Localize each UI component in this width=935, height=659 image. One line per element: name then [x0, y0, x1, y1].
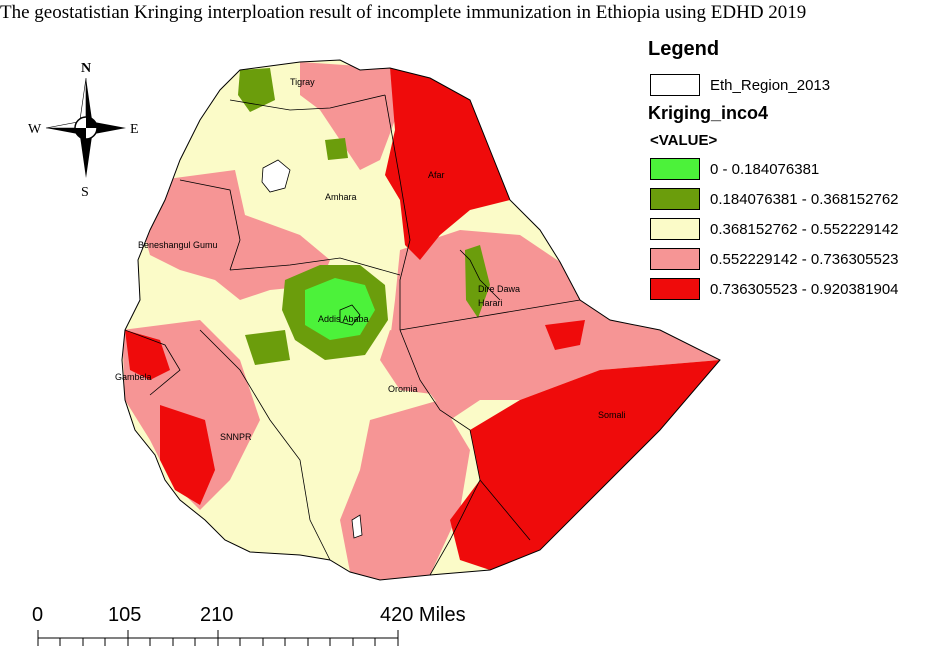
lake-south-1	[351, 514, 363, 539]
legend-class-row: 0.368152762 - 0.552229142	[640, 217, 930, 241]
legend-class-swatch	[650, 218, 700, 240]
label-gambela: Gambela	[115, 372, 152, 382]
zone-pink-south	[340, 400, 470, 580]
label-benishangul: Beneshangul Gumu	[138, 240, 218, 250]
legend-class-swatch	[650, 158, 700, 180]
map-title: The geostatistian Kringing interploation…	[0, 2, 807, 23]
lake-tana	[261, 159, 291, 193]
zone-red-snnpr-west	[160, 405, 215, 505]
zone-red-afar	[385, 68, 510, 260]
legend-class-swatch	[650, 188, 700, 210]
legend-class-row: 0 - 0.184076381	[640, 157, 930, 181]
scale-label-210: 210	[200, 604, 234, 626]
scale-bar	[37, 630, 399, 646]
label-oromia: Oromia	[388, 384, 418, 394]
zone-green-addis-core	[305, 278, 375, 340]
zone-darkgreen-amhara	[325, 138, 348, 160]
label-harari: Harari	[478, 298, 503, 308]
legend-title: Legend	[648, 38, 720, 60]
label-amhara: Amhara	[325, 192, 357, 202]
legend-class-swatch	[650, 248, 700, 270]
legend-class-label: 0 - 0.184076381	[710, 160, 820, 178]
legend-class-label: 0.736305523 - 0.920381904	[710, 280, 899, 298]
zone-red-east-patch	[545, 320, 585, 350]
label-snnpr: SNNPR	[220, 432, 252, 442]
label-tigray: Tigray	[290, 77, 315, 87]
addis-ababa-boundary	[339, 304, 361, 326]
legend-boundary-label: Eth_Region_2013	[710, 76, 831, 94]
compass-e: E	[130, 122, 139, 137]
zone-pink-north	[300, 62, 395, 170]
legend-class-row: 0.184076381 - 0.368152762	[640, 187, 930, 211]
legend-class-label: 0.552229142 - 0.736305523	[710, 250, 899, 268]
label-somali: Somali	[598, 410, 626, 420]
scale-label-0: 0	[32, 604, 44, 626]
legend-class-label: 0.368152762 - 0.552229142	[710, 220, 899, 238]
legend-class-row: 0.552229142 - 0.736305523	[640, 247, 930, 271]
scale-label-105: 105	[108, 604, 142, 626]
zone-pink-center	[380, 330, 460, 395]
zone-pink-northwest	[140, 170, 330, 300]
legend-swatch-boundary	[650, 74, 700, 96]
label-addis: Addis Ababa	[318, 314, 369, 324]
legend-class-swatch	[650, 278, 700, 300]
legend-boundary-row: Eth_Region_2013	[640, 73, 930, 97]
zone-darkgreen-west-patch	[245, 330, 290, 365]
label-afar: Afar	[428, 170, 445, 180]
compass-n: N	[81, 61, 91, 76]
legend-raster-layer: Kriging_inco4	[648, 103, 769, 123]
legend: Legend Eth_Region_2013 Kriging_inco4 <VA…	[640, 38, 930, 307]
legend-class-label: 0.184076381 - 0.368152762	[710, 190, 899, 208]
compass-rose-icon: N S W E	[28, 61, 139, 200]
region-boundaries	[121, 59, 721, 581]
zone-darkgreen-tigray	[238, 68, 275, 112]
legend-field: <VALUE>	[650, 132, 718, 149]
scale-label-420: 420 Miles	[380, 604, 466, 626]
compass-s: S	[81, 185, 89, 200]
compass-w: W	[28, 122, 42, 137]
legend-class-row: 0.736305523 - 0.920381904	[640, 277, 930, 301]
zone-red-somali	[450, 360, 720, 570]
label-dire-dawa: Dire Dawa	[478, 284, 520, 294]
legend-classes: 0 - 0.184076381 0.184076381 - 0.368152762…	[640, 157, 930, 301]
scale-bar-labels: 0 105 210 420 Miles	[20, 604, 466, 654]
